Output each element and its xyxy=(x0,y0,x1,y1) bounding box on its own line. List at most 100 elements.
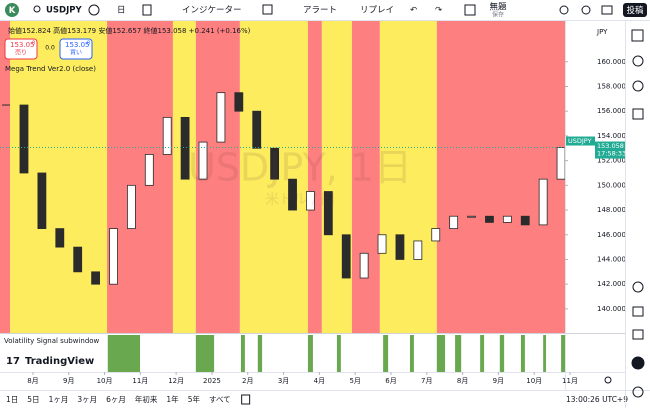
search-btn[interactable] xyxy=(559,5,569,15)
buy-button[interactable] xyxy=(59,38,93,60)
y-axis: 140.000 142.000 144.000 146.000 148.000 150.0… xyxy=(565,58,626,313)
x-tick-label: 9月 xyxy=(493,377,504,385)
alert[interactable]: アラート xyxy=(303,6,337,16)
layout-icon[interactable] xyxy=(262,4,273,15)
range-button[interactable]: 1ヶ月 xyxy=(49,395,69,404)
sell-price: 153.05 xyxy=(10,41,35,49)
interval[interactable]: 日 xyxy=(117,6,126,16)
candle xyxy=(306,191,315,211)
trend-band xyxy=(379,21,437,333)
buy-label: 買い xyxy=(70,50,82,57)
candle xyxy=(467,215,476,218)
subwindow-signals xyxy=(107,335,565,372)
candle xyxy=(270,147,280,180)
target-icon[interactable] xyxy=(632,281,644,293)
x-tick-label: 8月 xyxy=(457,377,468,385)
candle xyxy=(413,240,423,260)
x-tick-label: 11月 xyxy=(562,377,578,385)
y-tick-label: 156.000 xyxy=(597,107,626,115)
signal-bar xyxy=(455,335,462,372)
candle xyxy=(55,228,65,248)
date-range-icon[interactable] xyxy=(241,394,251,405)
x-tick-label: 5月 xyxy=(349,377,360,385)
ideas-icon[interactable] xyxy=(632,329,644,340)
countdown: 17:58:33 xyxy=(597,150,626,158)
candle xyxy=(198,141,208,180)
subwindow-title: Volatility Signal subwindow xyxy=(4,337,100,345)
range-button[interactable]: すべて xyxy=(209,395,231,404)
news-icon[interactable] xyxy=(632,80,644,92)
alerts-icon[interactable] xyxy=(632,55,644,67)
undo-icon[interactable]: ↶ xyxy=(410,6,417,16)
right-sidebar xyxy=(631,29,645,398)
candle xyxy=(520,215,530,226)
y-tick-label: 158.000 xyxy=(597,82,626,90)
clock: 13:00:26 UTC+9 xyxy=(566,395,628,404)
publish-label: 投稿 xyxy=(626,5,644,16)
candle xyxy=(180,116,190,180)
layers-icon[interactable] xyxy=(632,108,644,120)
axis-settings[interactable] xyxy=(604,376,612,384)
x-tick-label: 2月 xyxy=(242,377,253,385)
avatar[interactable] xyxy=(5,3,19,17)
symbol[interactable]: USDJPY xyxy=(46,6,82,16)
signal-bar xyxy=(195,335,215,372)
range-button[interactable]: 1年 xyxy=(166,394,179,404)
candle xyxy=(73,246,83,273)
apps-icon[interactable] xyxy=(631,356,645,370)
trend-band xyxy=(10,21,108,333)
range-button[interactable]: 1日 xyxy=(6,395,18,404)
candle xyxy=(485,215,494,223)
indicators[interactable]: インジケーター xyxy=(182,6,242,16)
candle xyxy=(37,172,47,229)
candle xyxy=(91,271,100,285)
range-button[interactable]: 5年 xyxy=(188,394,201,404)
ohlc-legend: 始値152.824 高値153.179 安値152.657 終値153.058 … xyxy=(8,26,251,35)
y-tick-label: 148.000 xyxy=(597,206,626,214)
help-icon[interactable] xyxy=(632,386,644,398)
layout-toggle[interactable] xyxy=(464,4,476,16)
y-tick-label: 150.000 xyxy=(597,181,626,189)
candle xyxy=(323,191,333,236)
watchlist-icon[interactable] xyxy=(631,29,644,42)
x-tick-label: 10月 xyxy=(97,377,113,385)
settings-btn[interactable] xyxy=(581,5,591,15)
candle xyxy=(288,178,297,211)
candle xyxy=(431,228,441,242)
watermark: USDJPY, 1日 xyxy=(188,146,412,190)
signal-bar xyxy=(257,335,263,372)
range-button[interactable]: 年初来 xyxy=(135,394,158,404)
range-button[interactable]: 6ヶ月 xyxy=(106,395,126,404)
candle xyxy=(341,234,351,279)
add-icon[interactable] xyxy=(88,4,100,16)
sell-button[interactable] xyxy=(4,38,38,60)
x-tick-label: 10月 xyxy=(526,377,542,385)
top-bar xyxy=(0,0,650,20)
layout-name[interactable]: 無題 xyxy=(489,2,507,13)
signal-bar xyxy=(520,335,525,372)
y-tick-label: 154.000 xyxy=(597,132,626,140)
range-button[interactable]: 3ヶ月 xyxy=(77,395,97,404)
candle-icon[interactable] xyxy=(142,4,152,16)
candle xyxy=(502,215,512,223)
y-tick-label: 142.000 xyxy=(597,280,626,288)
x-tick-label: 2025 xyxy=(203,377,221,385)
y-tick-label: 140.000 xyxy=(597,305,626,313)
range-button[interactable]: 5日 xyxy=(27,395,39,404)
x-tick-label: 8月 xyxy=(27,377,38,385)
currency: JPY xyxy=(596,28,608,36)
chart-icon[interactable] xyxy=(632,306,644,317)
publish-btn[interactable] xyxy=(623,3,647,17)
candle xyxy=(538,178,548,226)
y-tick-label: 152.000 xyxy=(597,157,626,165)
snapshot-btn[interactable] xyxy=(601,5,613,15)
replay[interactable]: リプレイ xyxy=(360,6,394,16)
watermark-sub: 米ドル / 円 xyxy=(265,192,335,208)
signal-bar xyxy=(499,335,505,372)
signal-bar xyxy=(240,335,245,372)
redo-icon[interactable]: ↷ xyxy=(435,6,443,16)
trend-band xyxy=(321,21,352,333)
trend-band xyxy=(307,21,322,333)
